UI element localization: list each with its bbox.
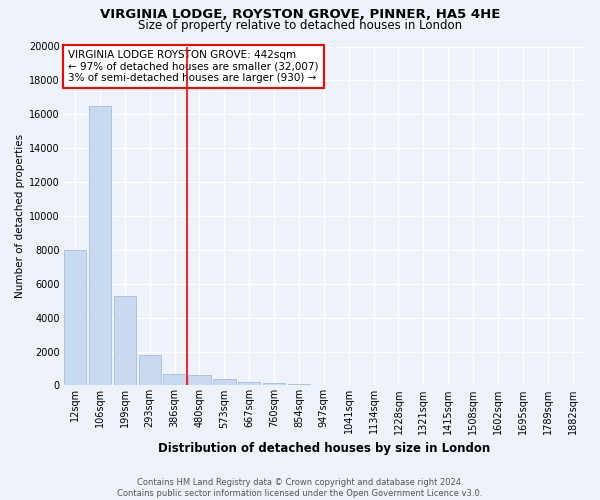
Text: Contains HM Land Registry data © Crown copyright and database right 2024.
Contai: Contains HM Land Registry data © Crown c… [118, 478, 482, 498]
Bar [64, 250, 86, 386]
Bar [188, 375, 211, 386]
Text: VIRGINIA LODGE ROYSTON GROVE: 442sqm
← 97% of detached houses are smaller (32,00: VIRGINIA LODGE ROYSTON GROVE: 442sqm ← 9… [68, 50, 319, 83]
Bar [89, 106, 111, 386]
X-axis label: Distribution of detached houses by size in London: Distribution of detached houses by size … [158, 442, 490, 455]
Bar [313, 385, 335, 386]
Y-axis label: Number of detached properties: Number of detached properties [15, 134, 25, 298]
Bar [238, 382, 260, 386]
Text: Size of property relative to detached houses in London: Size of property relative to detached ho… [138, 18, 462, 32]
Bar [288, 384, 310, 386]
Bar [263, 384, 285, 386]
Bar [139, 355, 161, 386]
Bar [113, 296, 136, 386]
Bar [163, 374, 186, 386]
Bar [213, 380, 236, 386]
Text: VIRGINIA LODGE, ROYSTON GROVE, PINNER, HA5 4HE: VIRGINIA LODGE, ROYSTON GROVE, PINNER, H… [100, 8, 500, 20]
